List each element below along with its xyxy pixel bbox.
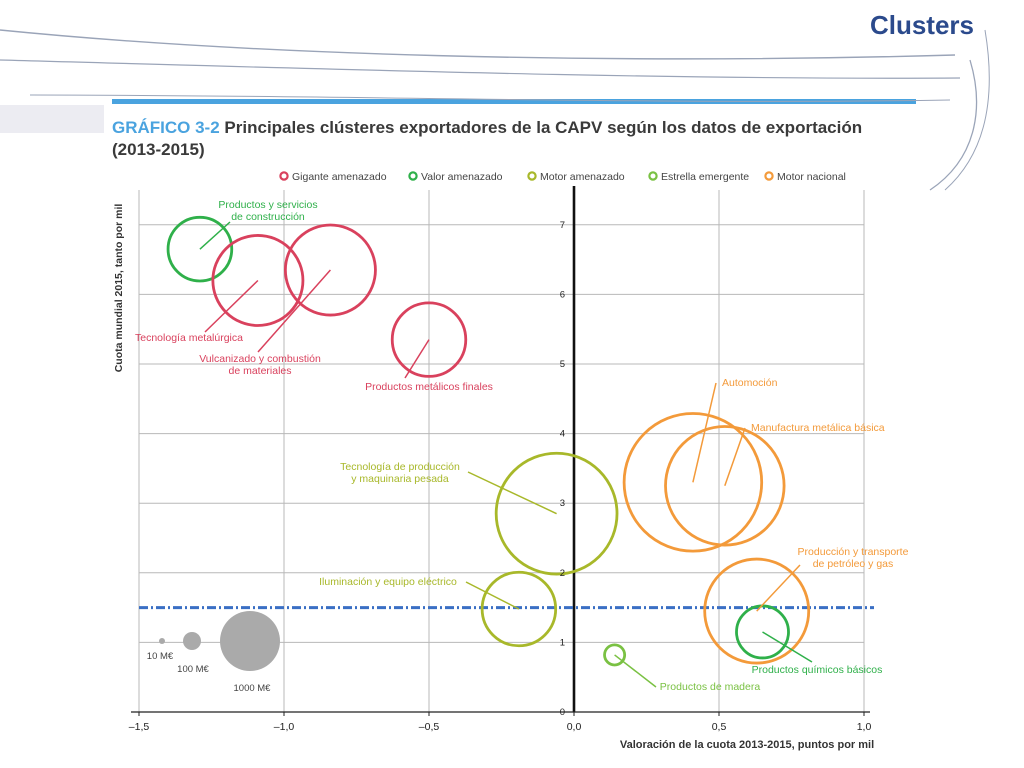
- legend-label: Estrella emergente: [661, 171, 749, 183]
- leader-line: [692, 382, 717, 483]
- leader-line: [199, 221, 231, 250]
- y-tick-label: 7: [560, 220, 565, 231]
- size-legend-label: 10 M€: [147, 651, 174, 662]
- size-legend-label: 1000 M€: [234, 683, 272, 694]
- bubble: [211, 234, 305, 327]
- x-tick-label: 1,0: [857, 721, 872, 733]
- x-tick-label: 0,0: [567, 721, 582, 733]
- size-legend: 10 M€100 M€ 1000 M€: [147, 611, 280, 694]
- bubble: [480, 570, 558, 648]
- x-tick-label: –1,5: [129, 721, 150, 733]
- figure-title-text: Principales clústeres exportadores de la…: [112, 118, 863, 159]
- chart-legend: Gigante amenazado Valor amenazado Motor am…: [279, 171, 846, 183]
- leader-line: [724, 427, 746, 487]
- bubble: [603, 643, 627, 667]
- decorative-swoosh: [0, 29, 990, 191]
- leader-line: [404, 339, 430, 379]
- leader-line: [465, 581, 520, 610]
- bubble-label: Manufactura metálica básica: [751, 422, 885, 434]
- y-tick-label: 4: [560, 429, 565, 440]
- legend-marker-icon: [527, 171, 537, 181]
- y-axis-label: Cuota mundial 2015, tanto por mil: [113, 204, 125, 373]
- bubble-label: de construcción: [231, 211, 305, 223]
- tick-labels: –1,5 –1,0 –0,5 0,0 0,5 1,0 0 1 2 3 4 5 6 7: [129, 220, 872, 733]
- y-tick-label: 2: [560, 568, 565, 579]
- axis-labels: Valoración de la cuota 2013-2015, puntos…: [113, 204, 874, 751]
- legend-label: Motor nacional: [777, 171, 846, 183]
- legend-marker-icon: [279, 171, 289, 181]
- bubble: [664, 425, 786, 547]
- x-axis-label: Valoración de la cuota 2013-2015, puntos…: [620, 739, 874, 751]
- y-tick-label: 5: [560, 359, 565, 370]
- bubble: [166, 215, 234, 283]
- bubble-label: Productos y servicios: [218, 199, 317, 211]
- leader-line: [204, 279, 259, 333]
- bubble: [494, 451, 619, 576]
- bubble: [283, 223, 377, 317]
- legend-marker-icon: [408, 171, 418, 181]
- legend-marker-icon: [648, 171, 658, 181]
- leader-line: [614, 654, 657, 688]
- y-tick-label: 3: [560, 498, 565, 509]
- leader-line: [467, 471, 557, 515]
- bubble-label: Producción y transporte: [798, 546, 909, 558]
- y-tick-label: 0: [560, 707, 565, 718]
- bubble-label: Vulcanizado y combustión: [199, 353, 321, 365]
- bubble-label: de materiales: [228, 365, 291, 377]
- bubble-label: Tecnología metalúrgica: [135, 332, 243, 344]
- bubble-label: Productos de madera: [660, 681, 761, 693]
- x-tick-label: –1,0: [274, 721, 295, 733]
- bubble-label: Productos químicos básicos: [752, 664, 883, 676]
- y-tick-label: 1: [560, 637, 565, 648]
- leader-line: [257, 269, 331, 353]
- bubble-label: Productos metálicos finales: [365, 381, 493, 393]
- bubble: [622, 412, 764, 553]
- bubble: [703, 557, 811, 665]
- leader-line: [756, 564, 801, 612]
- bubbles: [166, 215, 811, 667]
- leader-line: [762, 631, 813, 663]
- size-legend-circle: [183, 632, 201, 650]
- legend-label: Valor amenazado: [421, 171, 503, 183]
- size-legend-circle: [159, 638, 165, 644]
- slide-title: Clusters: [869, 10, 974, 40]
- bubble-label: de petróleo y gas: [813, 558, 894, 570]
- left-gray-band: [0, 105, 104, 133]
- size-legend-label: 100 M€: [177, 664, 209, 675]
- bubble-label: Iluminación y equipo eléctrico: [319, 576, 457, 588]
- legend-label: Motor amenazado: [540, 171, 625, 183]
- y-tick-label: 6: [560, 289, 565, 300]
- legend-label: Gigante amenazado: [292, 171, 387, 183]
- bubble-label: y maquinaria pesada: [351, 473, 449, 485]
- legend-marker-icon: [764, 171, 774, 181]
- figure-number: GRÁFICO 3-2: [112, 118, 220, 137]
- chart-axes: [131, 186, 870, 716]
- bubble-label: Automoción: [722, 377, 778, 389]
- bubble: [390, 301, 468, 378]
- figure-top-bar: [112, 99, 916, 104]
- bubble-label: Tecnología de producción: [340, 461, 460, 473]
- figure-title: GRÁFICO 3-2 Principales clústeres export…: [112, 117, 912, 161]
- size-legend-circle: [220, 611, 280, 671]
- x-tick-label: 0,5: [712, 721, 727, 733]
- x-tick-label: –0,5: [419, 721, 440, 733]
